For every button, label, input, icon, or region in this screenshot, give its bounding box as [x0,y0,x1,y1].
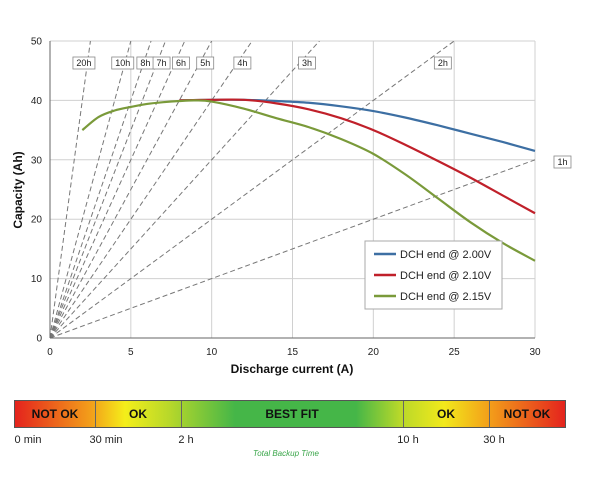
y-tick-label: 20 [31,215,43,226]
hour-label-4h: 4h [237,58,247,68]
scale-divider [181,401,182,427]
hour-label-7h: 7h [157,58,167,68]
hour-line-10h [50,41,132,338]
hour-label-box-7h [152,56,171,70]
scale-segment-ok-left: OK [129,407,147,421]
hour-line-1h [50,159,535,338]
scale-tick-30min: 30 min [89,434,123,446]
chart-axes [49,41,535,339]
hour-label-box-1h [553,155,572,169]
hour-line-4h [50,41,253,338]
scale-tick-0min: 0 min [14,434,42,446]
backup-scale-title: Total Backup Time [253,449,319,458]
hour-line-5h [50,41,213,338]
legend-label-1: DCH end @ 2.00V [400,249,492,261]
scale-segment-best-fit: BEST FIT [265,407,319,421]
hour-label-box-2h [433,56,452,70]
y-tick-label: 0 [36,334,42,345]
y-tick-label: 30 [31,155,43,166]
y-tick-label: 50 [31,37,43,48]
backup-time-scale: NOT OK OK BEST FIT OK NOT OK [14,400,566,428]
x-tick-label: 25 [449,347,461,358]
hour-reference-lines [50,41,535,338]
x-tick-label: 0 [47,347,53,358]
scale-divider [95,401,96,427]
hour-label-6h: 6h [176,58,186,68]
scale-segment-not-ok-left: NOT OK [31,407,79,421]
hour-label-3h: 3h [302,58,312,68]
x-tick-label: 20 [368,347,380,358]
scale-segment-ok-right: OK [437,407,455,421]
x-tick-label: 30 [529,347,541,358]
chart-legend: DCH end @ 2.00V DCH end @ 2.10V DCH end … [364,240,503,310]
hour-labels: 20h 10h 8h 7h 6h 5h 4h 3h 2h 1h [72,56,572,169]
hour-label-2h: 2h [438,58,448,68]
hour-label-box-10h [111,56,135,70]
hour-line-3h [50,41,320,338]
y-tick-label: 10 [31,274,43,285]
x-tick-label: 15 [287,347,299,358]
scale-tick-2h: 2 h [178,434,194,446]
x-tick-label: 5 [128,347,134,358]
series-line-3 [81,99,536,262]
scale-tick-10h: 10 h [397,434,419,446]
hour-line-2h [50,41,455,338]
hour-line-20h [50,41,91,338]
hour-line-7h [50,41,166,338]
y-tick-label: 40 [31,96,43,107]
hour-label-20h: 20h [76,58,91,68]
hour-label-box-5h [196,56,215,70]
legend-label-3: DCH end @ 2.15V [400,291,492,303]
hour-label-box-3h [298,56,316,70]
chart-series [81,98,536,262]
hour-label-8h: 8h [140,58,150,68]
scale-tick-30h: 30 h [483,434,505,446]
chart-ticks: 0 10 20 30 40 50 0 5 10 15 20 25 30 [31,37,541,359]
x-tick-label: 10 [206,347,218,358]
hour-label-box-4h [233,56,252,70]
hour-line-6h [50,41,186,338]
hour-label-1h: 1h [557,157,567,167]
capacity-chart: 0 10 20 30 40 50 0 5 10 15 20 25 30 20h 10h 8h 7h 6h 5h 4h… [11,37,572,376]
legend-label-2: DCH end @ 2.10V [400,270,492,282]
hour-label-box-6h [172,56,190,70]
hour-line-8h [50,41,152,338]
hour-label-5h: 5h [200,58,210,68]
y-axis-title: Capacity (Ah) [11,151,25,228]
scale-divider [489,401,490,427]
series-line-1 [179,98,536,152]
scale-divider [403,401,404,427]
x-axis-title: Discharge current (A) [231,362,354,376]
scale-segment-not-ok-right: NOT OK [503,407,551,421]
hour-label-10h: 10h [115,58,130,68]
hour-label-box-20h [72,56,96,70]
series-line-2 [179,98,536,215]
